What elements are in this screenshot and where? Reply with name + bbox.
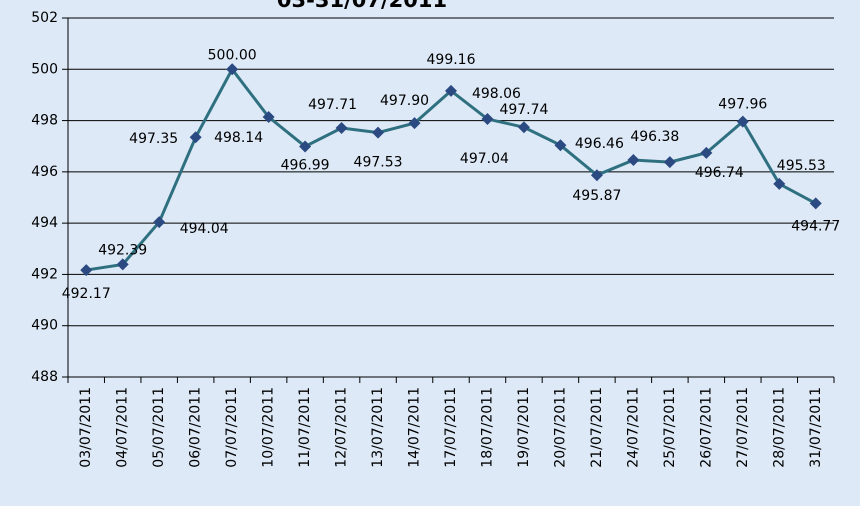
x-tick-label: 24/07/2011 (625, 387, 641, 468)
data-label: 499.16 (427, 52, 476, 68)
data-label: 497.35 (129, 131, 178, 147)
x-tick-label: 27/07/2011 (735, 387, 751, 468)
x-tick-label: 21/07/2011 (589, 387, 605, 468)
x-tick-label: 07/07/2011 (224, 387, 240, 468)
marker (481, 113, 494, 126)
marker (372, 126, 385, 139)
data-label: 492.17 (62, 286, 111, 302)
marker (299, 140, 312, 153)
marker (408, 117, 421, 130)
marker (809, 197, 822, 210)
data-label: 497.96 (718, 97, 767, 113)
x-tick-label: 06/07/2011 (188, 387, 204, 468)
data-label: 498.14 (214, 130, 263, 146)
marker (262, 110, 275, 123)
marker (736, 115, 749, 128)
marker (627, 154, 640, 167)
marker (700, 146, 713, 159)
data-label: 492.39 (98, 242, 147, 258)
x-tick-label: 17/07/2011 (443, 387, 459, 468)
y-tick-label: 496 (31, 164, 58, 180)
data-label: 497.04 (460, 151, 509, 167)
data-label: 497.74 (499, 102, 548, 118)
marker (663, 156, 676, 169)
x-tick-label: 18/07/2011 (479, 387, 495, 468)
marker (445, 84, 457, 97)
x-tick-label: 05/07/2011 (151, 387, 167, 468)
x-tick-label: 31/07/2011 (808, 387, 824, 468)
marker (116, 258, 129, 271)
x-tick-label: 12/07/2011 (334, 387, 350, 468)
marker (517, 121, 530, 134)
marker (554, 139, 567, 152)
marker (590, 169, 603, 182)
y-tick-label: 502 (31, 10, 58, 26)
x-tick-label: 03/07/2011 (78, 387, 94, 468)
y-tick-label: 488 (31, 369, 58, 385)
x-tick-label: 10/07/2011 (261, 387, 277, 468)
data-label: 494.04 (180, 221, 229, 237)
x-tick-label: 14/07/2011 (407, 387, 423, 468)
x-tick-label: 28/07/2011 (771, 387, 787, 468)
marker (773, 177, 786, 190)
y-tick-label: 500 (31, 61, 58, 77)
x-tick-label: 19/07/2011 (516, 387, 532, 468)
marker (80, 264, 93, 277)
marker (335, 122, 348, 135)
marker (189, 131, 202, 144)
marker (226, 63, 239, 76)
marker (153, 216, 166, 229)
y-tick-label: 492 (31, 266, 58, 282)
y-tick-label: 490 (31, 318, 58, 334)
x-tick-label: 11/07/2011 (297, 387, 313, 468)
data-label: 497.53 (354, 155, 403, 171)
chart-title: 03-31/07/2011 (277, 0, 447, 12)
data-label: 495.53 (777, 158, 826, 174)
data-label: 496.38 (630, 129, 679, 145)
x-tick-label: 13/07/2011 (370, 387, 386, 468)
data-label: 498.06 (472, 86, 521, 102)
data-label: 497.71 (308, 97, 357, 113)
x-tick-label: 04/07/2011 (115, 387, 131, 468)
x-tick-label: 25/07/2011 (662, 387, 678, 468)
x-tick-label: 26/07/2011 (698, 387, 714, 468)
data-label: 495.87 (572, 188, 621, 204)
data-label: 496.74 (695, 165, 744, 181)
data-label: 494.77 (791, 218, 840, 234)
data-label: 496.46 (575, 136, 624, 152)
y-tick-label: 498 (31, 113, 58, 129)
data-label: 500.00 (208, 47, 257, 63)
data-label: 497.90 (380, 93, 429, 109)
y-tick-label: 494 (31, 215, 58, 231)
x-tick-label: 20/07/2011 (552, 387, 568, 468)
data-label: 496.99 (281, 157, 330, 173)
